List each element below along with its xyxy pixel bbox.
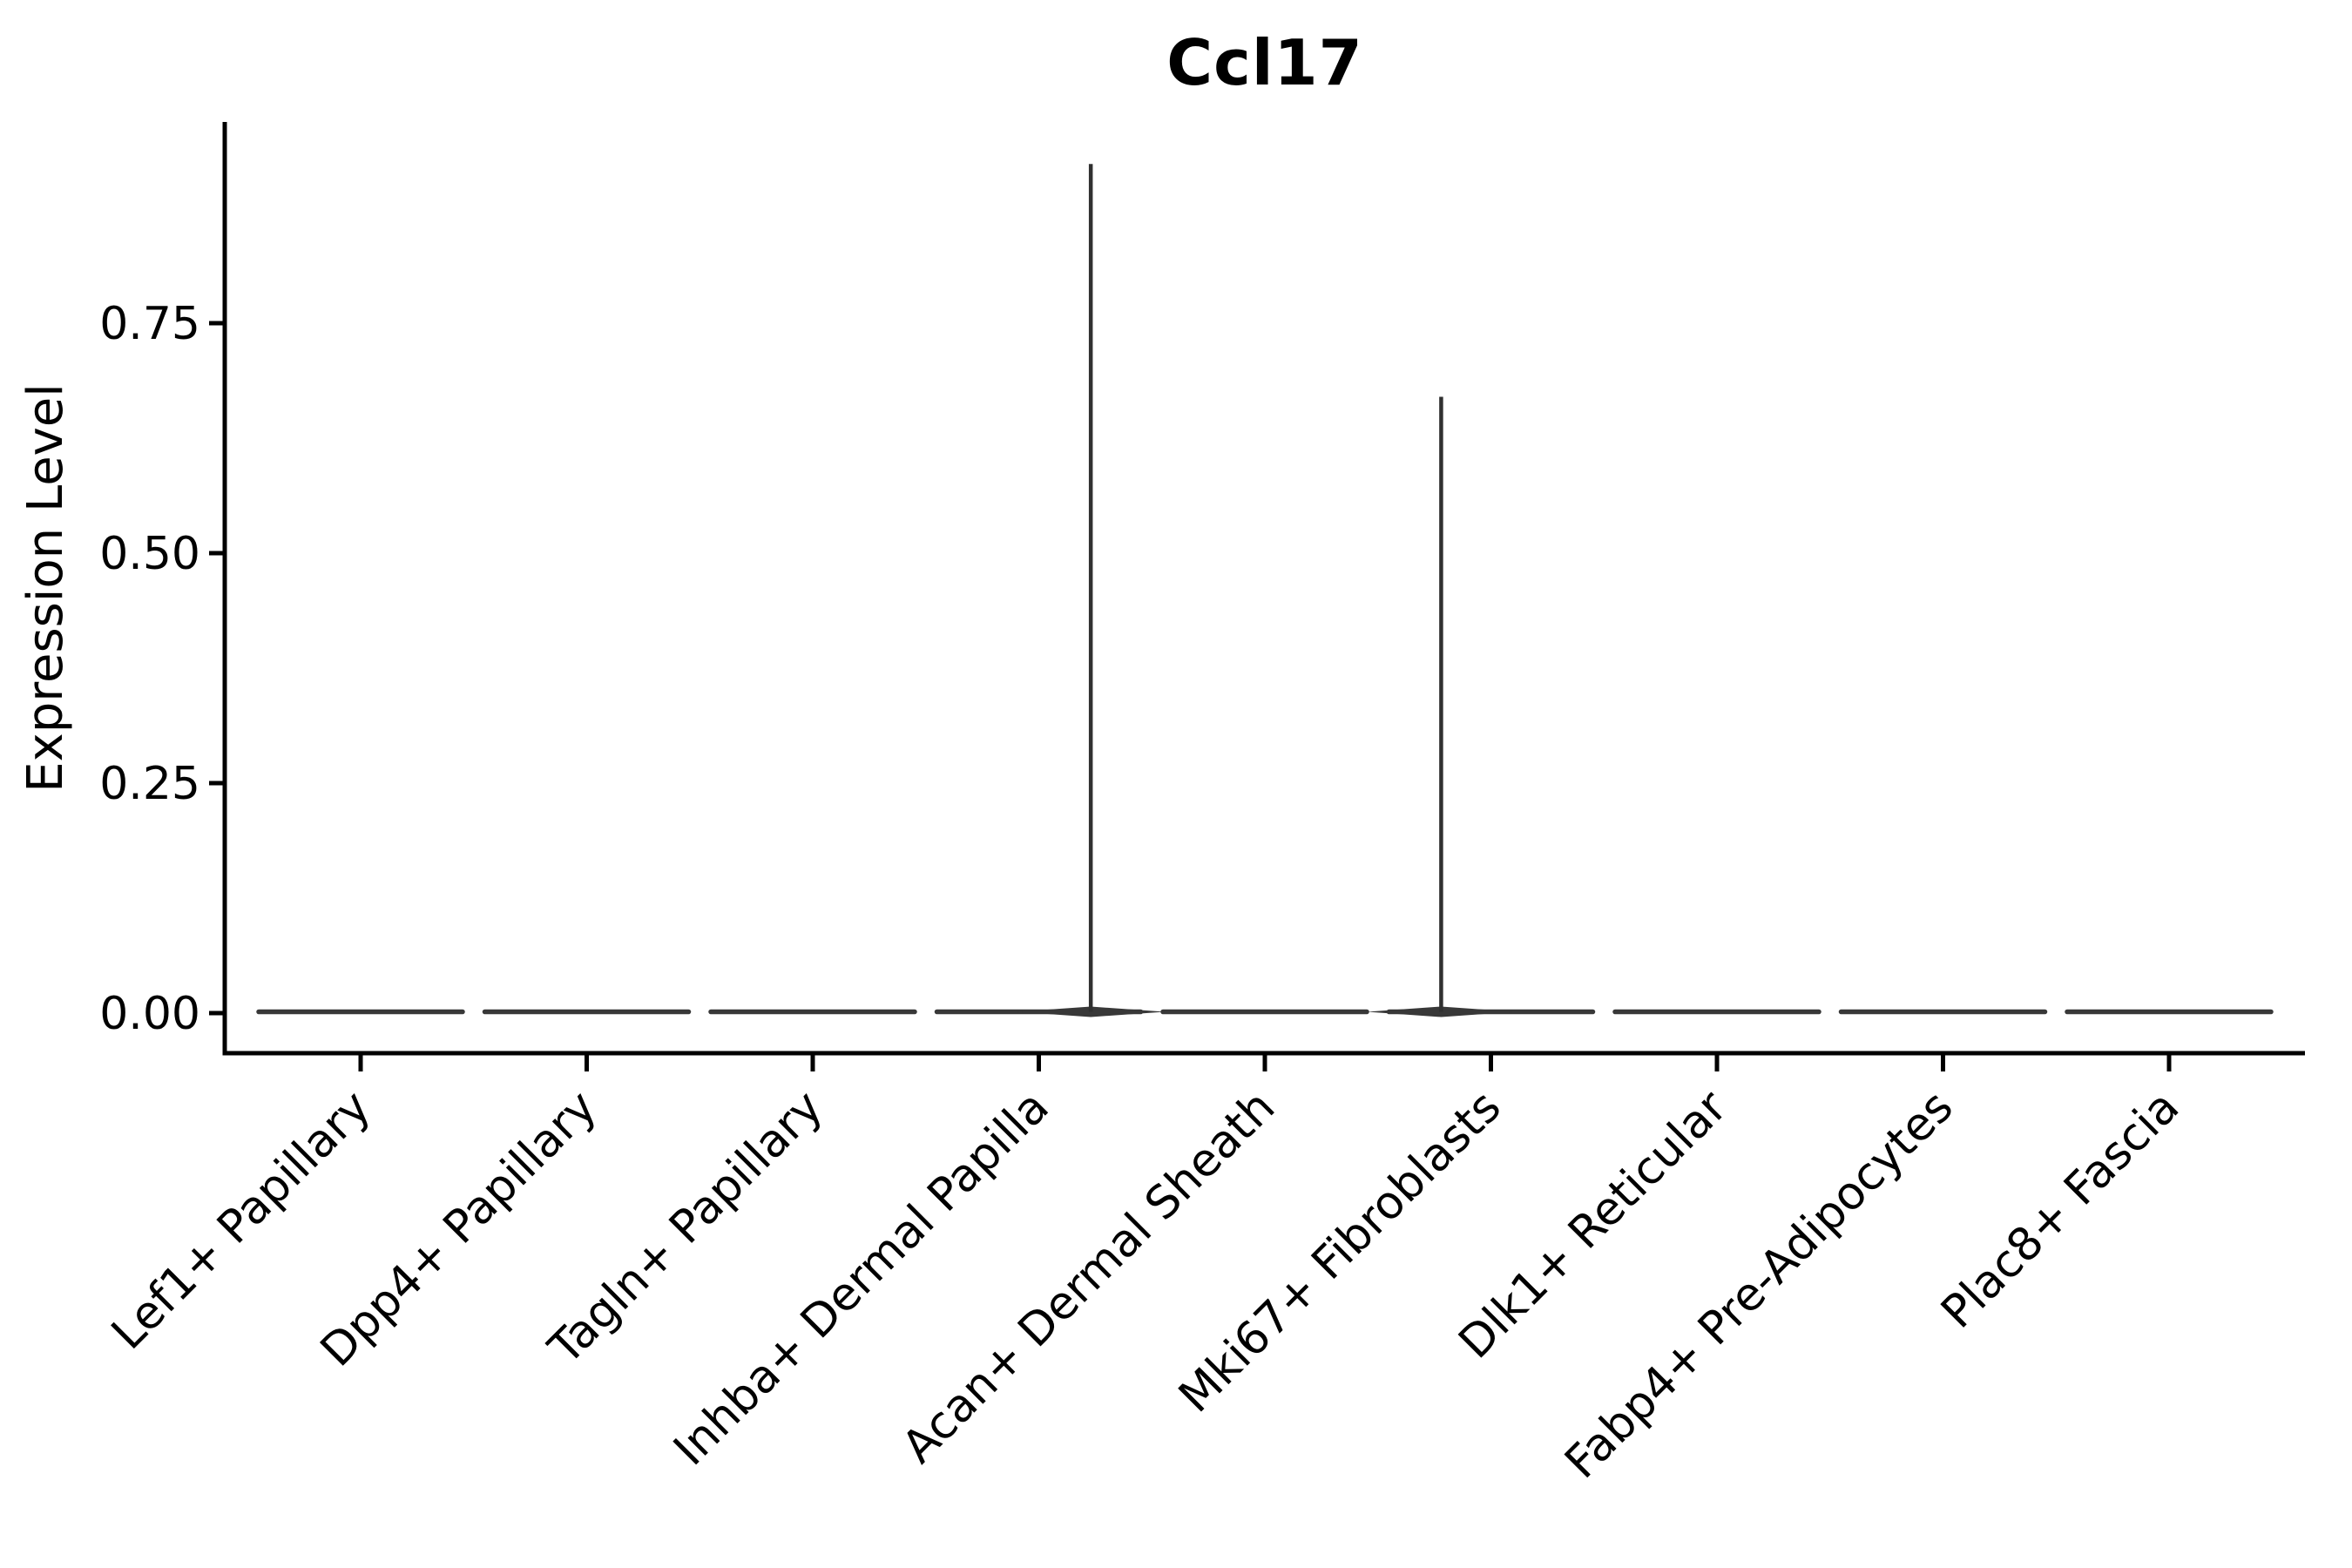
- plot-title: Ccl17: [1166, 26, 1363, 99]
- x-tick-label: Acan+ Dermal Sheath: [893, 1081, 1286, 1474]
- y-tick-label: 0.75: [99, 298, 200, 350]
- y-tick-label: 0.00: [99, 988, 200, 1040]
- x-tick-label: Fabp4+ Pre-Adipocytes: [1555, 1081, 1963, 1489]
- x-tick-label: Plac8+ Fascia: [1931, 1081, 2189, 1339]
- x-tick-label: Inhba+ Dermal Papilla: [664, 1081, 1058, 1476]
- y-axis-title: Expression Level: [17, 383, 74, 793]
- y-tick-label: 0.50: [99, 528, 200, 580]
- y-tick-label: 0.25: [99, 758, 200, 810]
